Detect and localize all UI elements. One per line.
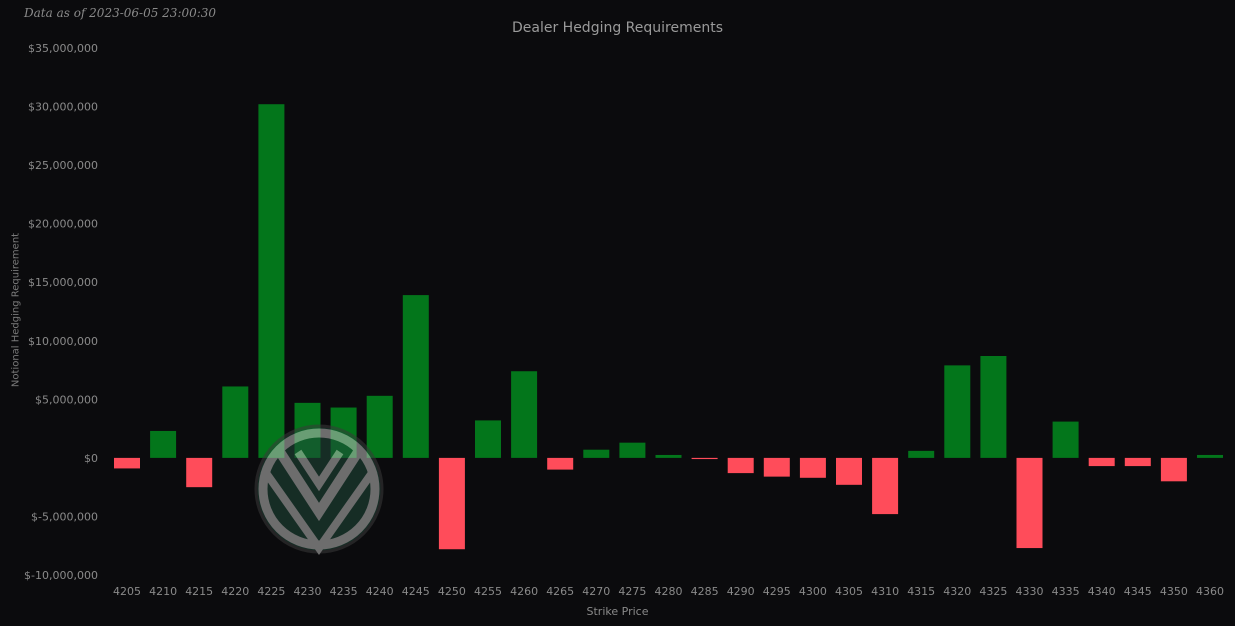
bar-4330 bbox=[1016, 457, 1043, 549]
bar-4335 bbox=[1052, 421, 1079, 458]
bar-4290 bbox=[727, 457, 754, 474]
bar-4295 bbox=[763, 457, 790, 477]
x-tick-label: 4285 bbox=[691, 585, 719, 598]
y-tick-label: $35,000,000 bbox=[28, 42, 98, 55]
bar-4220 bbox=[222, 386, 249, 458]
x-tick-label: 4275 bbox=[618, 585, 646, 598]
x-tick-label: 4305 bbox=[835, 585, 863, 598]
y-tick-label: $10,000,000 bbox=[28, 335, 98, 348]
y-tick-label: $30,000,000 bbox=[28, 101, 98, 114]
y-tick-label: $0 bbox=[84, 452, 98, 465]
x-axis-ticks: 4205 4210 4215 4220 4225 4230 4235 4240 4245 4250… bbox=[113, 585, 1224, 598]
x-tick-label: 4300 bbox=[799, 585, 827, 598]
x-tick-label: 4250 bbox=[438, 585, 466, 598]
x-tick-label: 4240 bbox=[366, 585, 394, 598]
x-tick-label: 4205 bbox=[113, 585, 141, 598]
bar-4270 bbox=[583, 449, 610, 458]
x-tick-label: 4230 bbox=[294, 585, 322, 598]
bar-4275 bbox=[619, 442, 646, 458]
x-tick-label: 4265 bbox=[546, 585, 574, 598]
bar-4240 bbox=[366, 395, 393, 458]
x-tick-label: 4310 bbox=[871, 585, 899, 598]
y-axis-ticks: $35,000,000 $30,000,000 $25,000,000 $20,000… bbox=[24, 42, 98, 582]
chart-title: Dealer Hedging Requirements bbox=[511, 20, 724, 36]
bar-4265 bbox=[547, 457, 574, 470]
x-tick-label: 4295 bbox=[763, 585, 791, 598]
bar-4345 bbox=[1124, 457, 1151, 467]
bar-4315 bbox=[908, 450, 935, 458]
x-tick-label: 4350 bbox=[1160, 585, 1188, 598]
x-tick-label: 4340 bbox=[1088, 585, 1116, 598]
bar-4300 bbox=[799, 457, 826, 478]
x-tick-label: 4255 bbox=[474, 585, 502, 598]
x-axis-label: Strike Price bbox=[586, 605, 649, 618]
bars bbox=[114, 104, 1223, 550]
bar-4225 bbox=[258, 104, 285, 458]
watermark-logo-icon bbox=[254, 424, 384, 555]
bar-4245 bbox=[402, 295, 429, 458]
x-tick-label: 4335 bbox=[1052, 585, 1080, 598]
x-tick-label: 4210 bbox=[149, 585, 177, 598]
x-tick-label: 4345 bbox=[1124, 585, 1152, 598]
x-tick-label: 4360 bbox=[1196, 585, 1224, 598]
x-tick-label: 4315 bbox=[907, 585, 935, 598]
x-tick-label: 4260 bbox=[510, 585, 538, 598]
x-tick-label: 4225 bbox=[257, 585, 285, 598]
bar-4305 bbox=[836, 457, 862, 485]
x-tick-label: 4220 bbox=[221, 585, 249, 598]
y-tick-label: $20,000,000 bbox=[28, 218, 98, 231]
bar-4255 bbox=[475, 420, 501, 458]
x-tick-label: 4325 bbox=[979, 585, 1007, 598]
x-tick-label: 4235 bbox=[330, 585, 358, 598]
x-tick-label: 4290 bbox=[727, 585, 755, 598]
bar-4350 bbox=[1160, 457, 1187, 482]
bar-4215 bbox=[186, 457, 213, 488]
y-tick-label: $-5,000,000 bbox=[31, 510, 98, 523]
y-tick-label: $-10,000,000 bbox=[24, 569, 98, 582]
x-tick-label: 4270 bbox=[582, 585, 610, 598]
bar-4260 bbox=[511, 371, 538, 458]
x-tick-label: 4215 bbox=[185, 585, 213, 598]
x-tick-label: 4280 bbox=[655, 585, 683, 598]
bar-4320 bbox=[944, 365, 971, 458]
x-tick-label: 4245 bbox=[402, 585, 430, 598]
bar-4340 bbox=[1088, 457, 1115, 467]
y-tick-label: $15,000,000 bbox=[28, 276, 98, 289]
x-tick-label: 4330 bbox=[1016, 585, 1044, 598]
data-timestamp: Data as of 2023-06-05 23:00:30 bbox=[24, 6, 217, 20]
bar-4285 bbox=[691, 457, 718, 460]
y-tick-label: $5,000,000 bbox=[35, 393, 98, 406]
bar-4205 bbox=[114, 457, 140, 469]
bar-4250 bbox=[438, 457, 465, 550]
bar-4325 bbox=[980, 356, 1007, 458]
bar-4210 bbox=[150, 430, 177, 458]
bar-4280 bbox=[655, 454, 682, 458]
bar-4360 bbox=[1197, 454, 1223, 458]
y-tick-label: $25,000,000 bbox=[28, 159, 98, 172]
x-tick-label: 4320 bbox=[943, 585, 971, 598]
bar-4310 bbox=[872, 457, 899, 515]
